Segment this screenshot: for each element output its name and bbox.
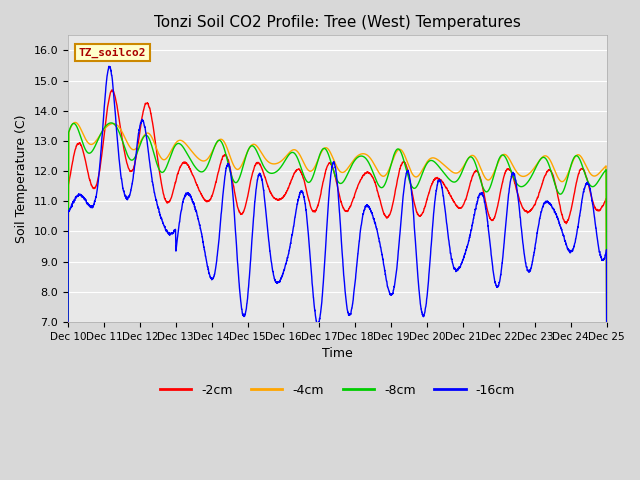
Y-axis label: Soil Temperature (C): Soil Temperature (C)	[15, 114, 28, 243]
Legend: -2cm, -4cm, -8cm, -16cm: -2cm, -4cm, -8cm, -16cm	[155, 379, 520, 402]
Title: Tonzi Soil CO2 Profile: Tree (West) Temperatures: Tonzi Soil CO2 Profile: Tree (West) Temp…	[154, 15, 521, 30]
X-axis label: Time: Time	[322, 347, 353, 360]
Text: TZ_soilco2: TZ_soilco2	[79, 48, 147, 58]
